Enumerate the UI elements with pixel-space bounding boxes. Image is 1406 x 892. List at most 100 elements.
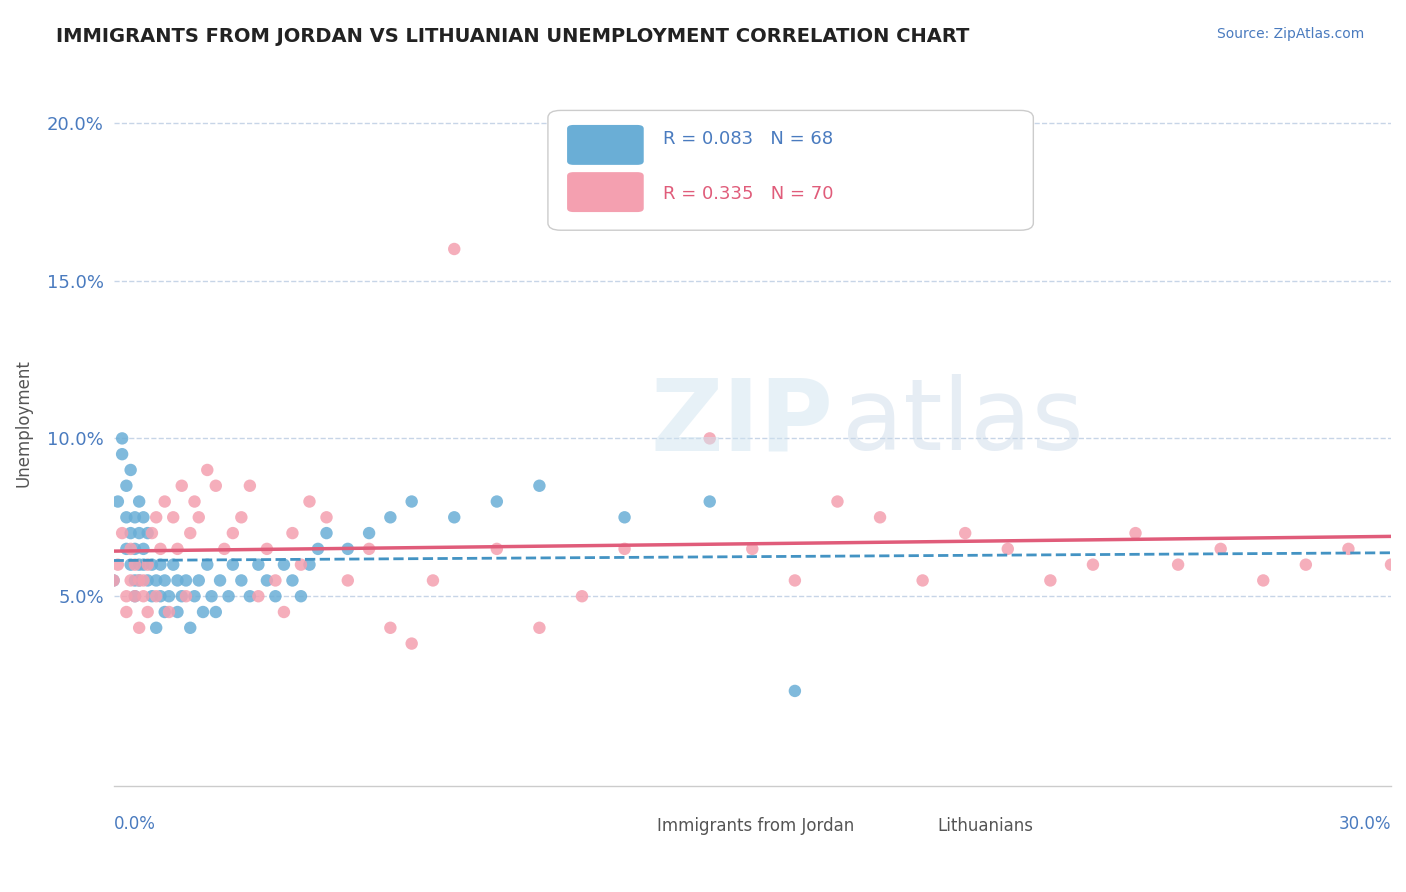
Point [115, 541, 138, 556]
Point [315, 510, 337, 524]
Point [264, 589, 287, 603]
Point [529, 621, 551, 635]
Point [141, 526, 163, 541]
Point [209, 574, 232, 588]
Point [103, 574, 125, 588]
Point [571, 589, 593, 603]
Point [149, 541, 172, 556]
Point [298, 558, 321, 572]
Point [1295, 558, 1317, 572]
Text: R = 0.083   N = 68: R = 0.083 N = 68 [662, 130, 832, 148]
Point [231, 510, 253, 524]
Point [298, 494, 321, 508]
Point [162, 558, 184, 572]
Point [174, 589, 197, 603]
Point [247, 589, 270, 603]
Point [214, 541, 236, 556]
Point [166, 541, 188, 556]
Point [124, 510, 146, 524]
Point [281, 526, 304, 541]
Point [149, 589, 172, 603]
Point [183, 494, 205, 508]
Point [911, 574, 934, 588]
Point [115, 605, 138, 619]
Point [655, 211, 678, 225]
Point [256, 574, 278, 588]
Point [485, 494, 508, 508]
Point [120, 463, 142, 477]
Point [111, 526, 134, 541]
Point [132, 541, 155, 556]
Text: Lithuanians: Lithuanians [938, 816, 1033, 835]
Point [153, 494, 176, 508]
Point [145, 589, 167, 603]
Point [179, 621, 201, 635]
Point [120, 558, 142, 572]
Point [124, 574, 146, 588]
FancyBboxPatch shape [567, 125, 644, 165]
Point [1081, 558, 1104, 572]
FancyBboxPatch shape [548, 111, 1033, 230]
Point [141, 589, 163, 603]
Point [162, 510, 184, 524]
Point [111, 431, 134, 445]
Text: 0.0%: 0.0% [114, 814, 156, 832]
Point [145, 574, 167, 588]
Point [290, 558, 312, 572]
Point [124, 558, 146, 572]
Point [613, 541, 636, 556]
Point [145, 621, 167, 635]
Point [183, 589, 205, 603]
Point [1039, 574, 1062, 588]
Point [145, 510, 167, 524]
Text: Source: ZipAtlas.com: Source: ZipAtlas.com [1216, 27, 1364, 41]
Point [231, 574, 253, 588]
Point [1209, 541, 1232, 556]
Point [997, 541, 1019, 556]
Point [170, 589, 193, 603]
Point [239, 479, 262, 493]
Point [128, 621, 150, 635]
Point [132, 558, 155, 572]
FancyBboxPatch shape [876, 813, 928, 838]
Point [307, 541, 329, 556]
Point [485, 541, 508, 556]
FancyBboxPatch shape [567, 172, 644, 212]
Point [179, 526, 201, 541]
Point [869, 510, 891, 524]
Point [827, 494, 849, 508]
Point [124, 541, 146, 556]
Point [111, 447, 134, 461]
Point [107, 558, 129, 572]
Point [136, 574, 159, 588]
Point [120, 574, 142, 588]
Point [157, 605, 180, 619]
Point [239, 589, 262, 603]
Point [136, 558, 159, 572]
Point [115, 589, 138, 603]
Point [443, 242, 465, 256]
Point [247, 558, 270, 572]
Point [204, 479, 226, 493]
Point [132, 574, 155, 588]
Point [132, 589, 155, 603]
Point [128, 494, 150, 508]
Point [132, 510, 155, 524]
Point [218, 589, 240, 603]
Point [315, 526, 337, 541]
Point [200, 589, 222, 603]
Point [149, 558, 172, 572]
Text: atlas: atlas [842, 374, 1084, 471]
Point [136, 526, 159, 541]
Point [120, 526, 142, 541]
Point [953, 526, 976, 541]
Point [273, 605, 295, 619]
Point [222, 526, 245, 541]
Point [166, 574, 188, 588]
Point [281, 574, 304, 588]
Point [1379, 558, 1402, 572]
Point [128, 526, 150, 541]
Point [359, 526, 381, 541]
Point [741, 541, 763, 556]
Point [273, 558, 295, 572]
